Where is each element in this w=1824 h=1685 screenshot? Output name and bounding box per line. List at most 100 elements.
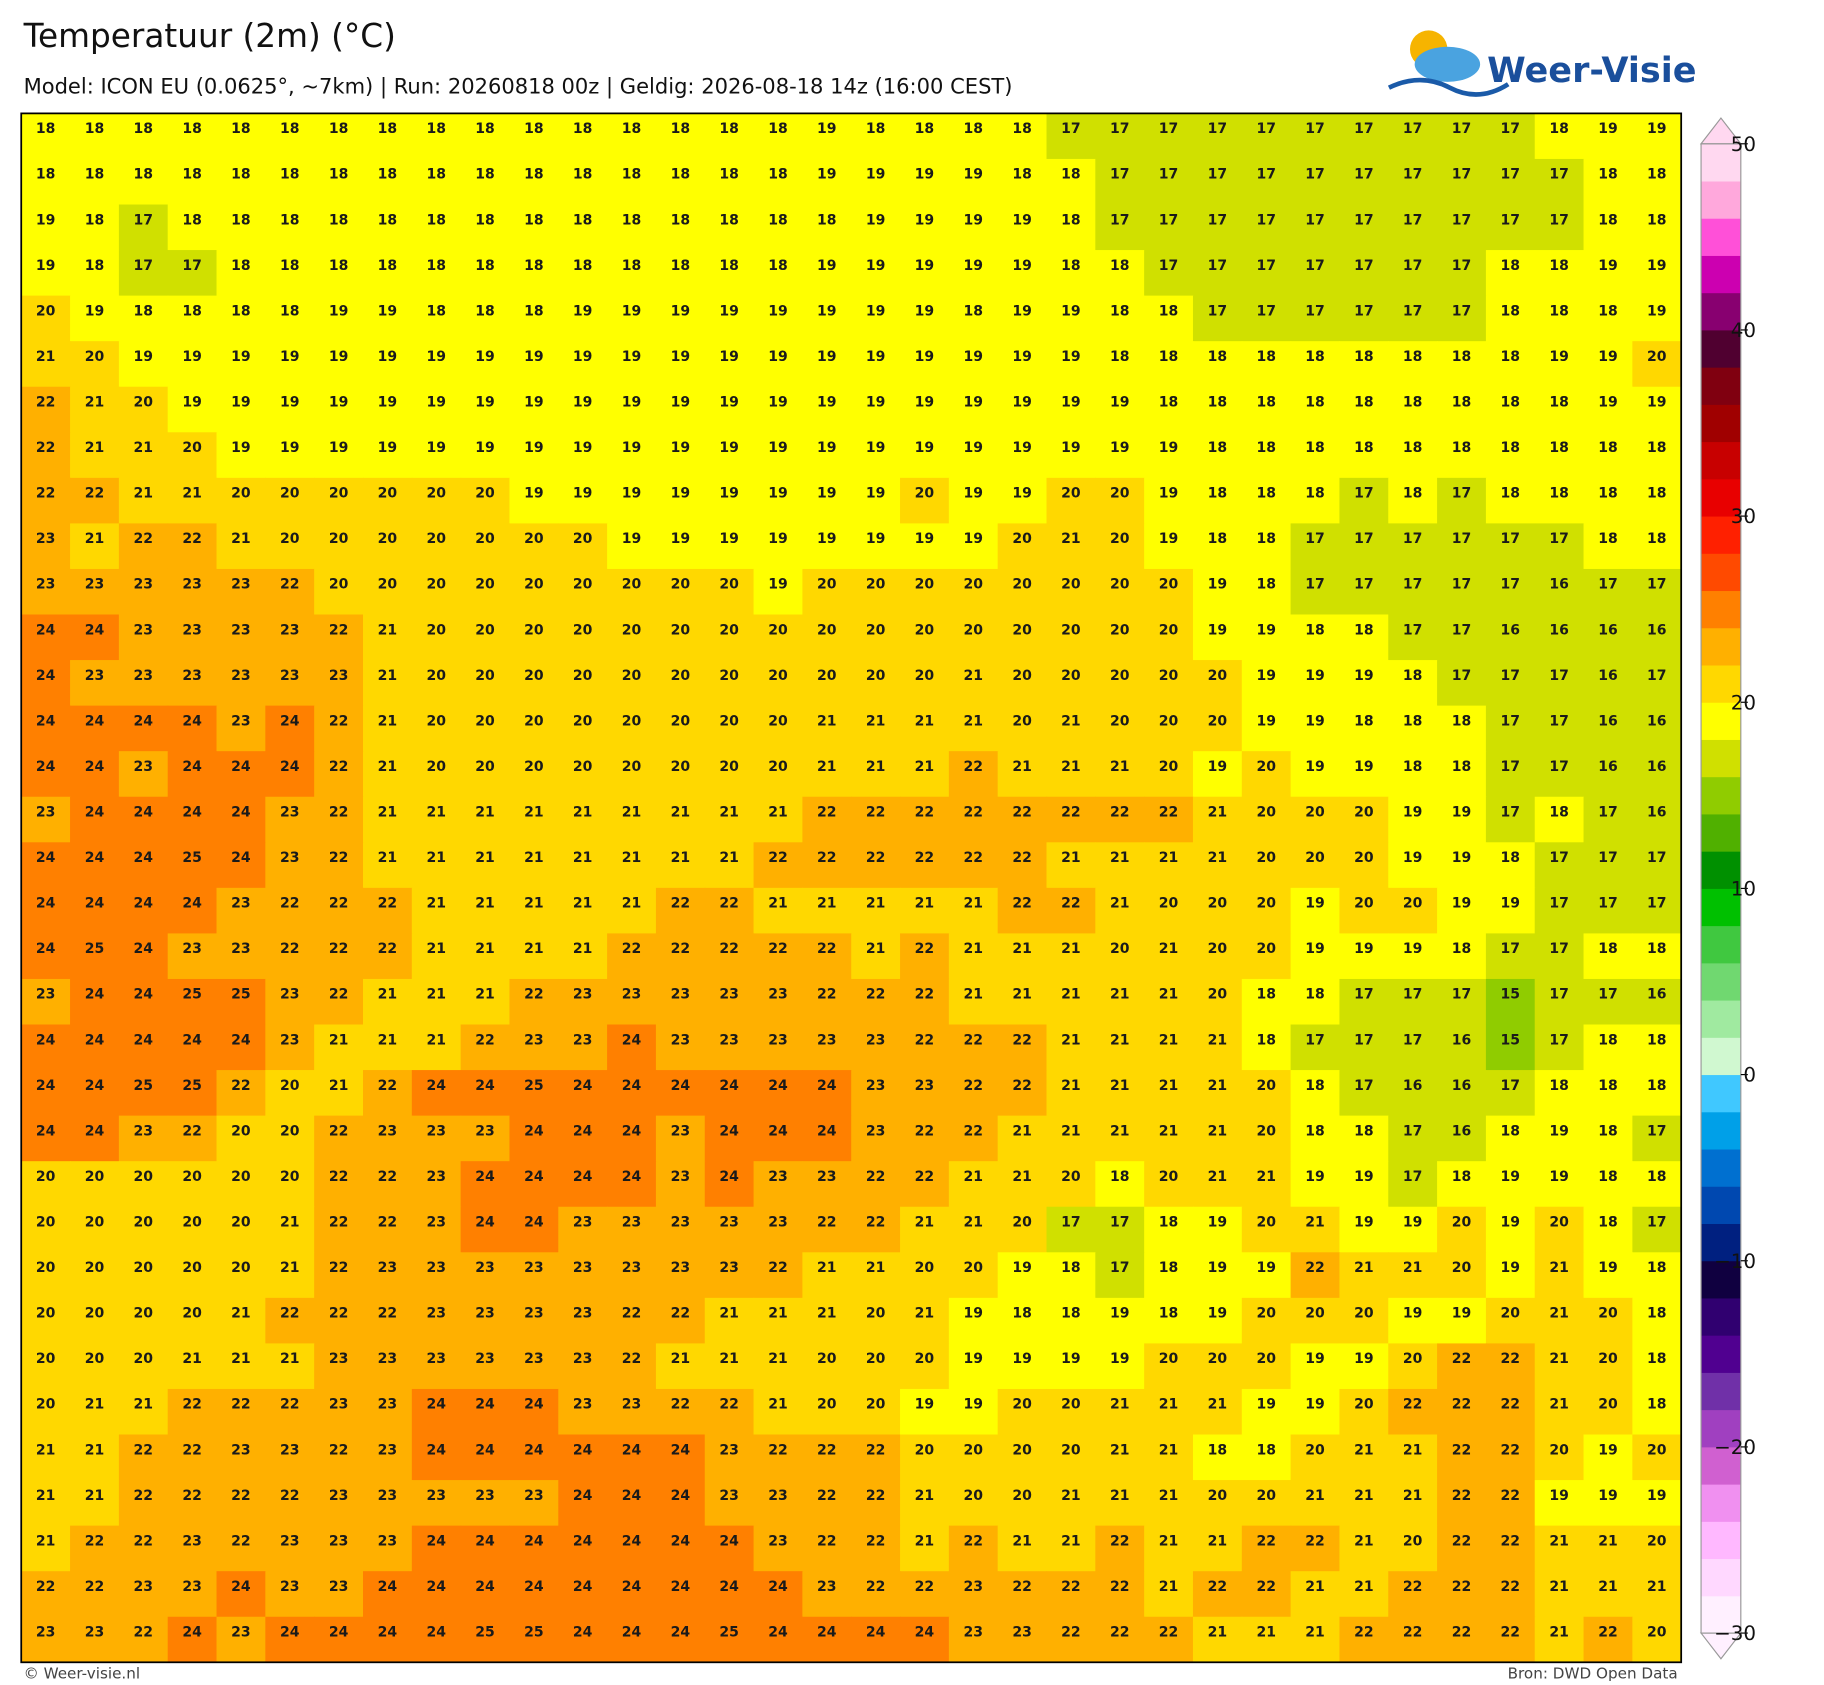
temperature-cell xyxy=(265,477,315,524)
temperature-label: 21 xyxy=(475,941,495,957)
temperature-cell xyxy=(753,1115,803,1162)
temperature-label: 18 xyxy=(524,258,544,274)
temperature-label: 18 xyxy=(1061,167,1081,183)
temperature-cell xyxy=(997,705,1048,752)
temperature-label: 17 xyxy=(1305,303,1325,319)
temperature-cell xyxy=(704,113,755,160)
temperature-label: 19 xyxy=(1501,896,1521,912)
temperature-label: 18 xyxy=(426,212,446,228)
temperature-cell xyxy=(362,432,413,479)
temperature-label: 19 xyxy=(1110,440,1130,456)
temperature-label: 19 xyxy=(915,1397,935,1413)
temperature-label: 25 xyxy=(524,1625,544,1641)
temperature-cell xyxy=(607,386,657,433)
temperature-cell xyxy=(411,568,462,616)
temperature-cell xyxy=(1290,887,1341,934)
temperature-label: 20 xyxy=(36,303,56,319)
temperature-cell xyxy=(1241,341,1292,388)
temperature-label: 21 xyxy=(85,1442,105,1458)
temperature-label: 19 xyxy=(1403,850,1423,866)
temperature-label: 23 xyxy=(719,1032,739,1048)
temperature-cell xyxy=(1534,204,1585,251)
temperature-label: 20 xyxy=(719,622,739,638)
temperature-label: 19 xyxy=(1598,1260,1618,1276)
temperature-cell xyxy=(1632,933,1682,980)
temperature-label: 18 xyxy=(1110,1169,1130,1185)
temperature-label: 24 xyxy=(524,1123,544,1139)
temperature-label: 18 xyxy=(719,167,739,183)
temperature-label: 22 xyxy=(1159,1625,1179,1641)
temperature-cell xyxy=(1388,751,1438,798)
temperature-label: 20 xyxy=(573,531,593,547)
temperature-cell xyxy=(314,250,364,297)
temperature-cell xyxy=(1192,386,1243,433)
temperature-label: 19 xyxy=(671,531,691,547)
temperature-label: 19 xyxy=(1061,1351,1081,1367)
temperature-cell xyxy=(265,295,315,342)
temperature-label: 18 xyxy=(1159,349,1179,365)
temperature-label: 19 xyxy=(1208,577,1228,593)
temperature-label: 21 xyxy=(671,804,691,820)
temperature-label: 18 xyxy=(1403,486,1423,502)
temperature-label: 24 xyxy=(622,1579,642,1595)
temperature-label: 21 xyxy=(426,941,446,957)
temperature-label: 18 xyxy=(378,212,398,228)
temperature-label: 21 xyxy=(1208,850,1228,866)
temperature-label: 19 xyxy=(475,394,495,410)
temperature-label: 17 xyxy=(1256,258,1276,274)
temperature-label: 21 xyxy=(719,804,739,820)
temperature-label: 20 xyxy=(426,759,446,775)
temperature-cell xyxy=(802,477,852,524)
temperature-cell xyxy=(1583,796,1633,843)
temperature-label: 24 xyxy=(182,759,202,775)
temperature-label: 22 xyxy=(719,1397,739,1413)
temperature-label: 23 xyxy=(231,896,251,912)
temperature-cell xyxy=(900,386,950,433)
temperature-cell xyxy=(1192,523,1243,570)
temperature-label: 19 xyxy=(231,349,251,365)
temperature-label: 19 xyxy=(1208,1306,1228,1322)
temperature-label: 24 xyxy=(426,1078,446,1094)
temperature-label: 21 xyxy=(1110,1442,1130,1458)
temperature-label: 22 xyxy=(1452,1579,1472,1595)
temperature-label: 20 xyxy=(378,531,398,547)
temperature-cell xyxy=(314,523,364,570)
temperature-cell xyxy=(118,158,169,206)
temperature-cell xyxy=(70,887,120,934)
temperature-label: 21 xyxy=(1159,1032,1179,1048)
temperature-cell xyxy=(216,295,266,342)
temperature-cell xyxy=(1583,432,1633,479)
temperature-cell xyxy=(70,1115,120,1162)
temperature-label: 20 xyxy=(475,486,495,502)
temperature-label: 21 xyxy=(1208,1533,1228,1549)
temperature-label: 21 xyxy=(1305,1215,1325,1231)
temperature-label: 20 xyxy=(1061,486,1081,502)
temperature-label: 21 xyxy=(1403,1442,1423,1458)
temperature-label: 22 xyxy=(622,941,642,957)
temperature-label: 22 xyxy=(329,896,349,912)
temperature-label: 25 xyxy=(134,1078,154,1094)
temperature-cell xyxy=(1095,295,1145,342)
temperature-label: 18 xyxy=(622,212,642,228)
temperature-label: 22 xyxy=(768,1442,788,1458)
temperature-label: 21 xyxy=(1354,1488,1374,1504)
temperature-label: 20 xyxy=(1012,668,1032,684)
temperature-cell xyxy=(900,158,950,206)
temperature-label: 20 xyxy=(1256,941,1276,957)
temperature-cell xyxy=(1388,523,1438,570)
temperature-label: 22 xyxy=(866,850,886,866)
temperature-cell xyxy=(900,341,950,388)
colorbar-band xyxy=(1701,218,1741,256)
temperature-label: 18 xyxy=(280,212,300,228)
temperature-cell xyxy=(1534,660,1585,707)
temperature-label: 23 xyxy=(671,1215,691,1231)
temperature-label: 18 xyxy=(1647,1260,1667,1276)
temperature-label: 20 xyxy=(1354,1397,1374,1413)
temperature-label: 25 xyxy=(182,850,202,866)
colorbar-tick-label: 30 xyxy=(1731,505,1756,528)
temperature-label: 22 xyxy=(671,1397,691,1413)
temperature-label: 17 xyxy=(1549,1032,1569,1048)
temperature-label: 23 xyxy=(768,1032,788,1048)
temperature-label: 20 xyxy=(1012,1442,1032,1458)
temperature-label: 18 xyxy=(1305,622,1325,638)
